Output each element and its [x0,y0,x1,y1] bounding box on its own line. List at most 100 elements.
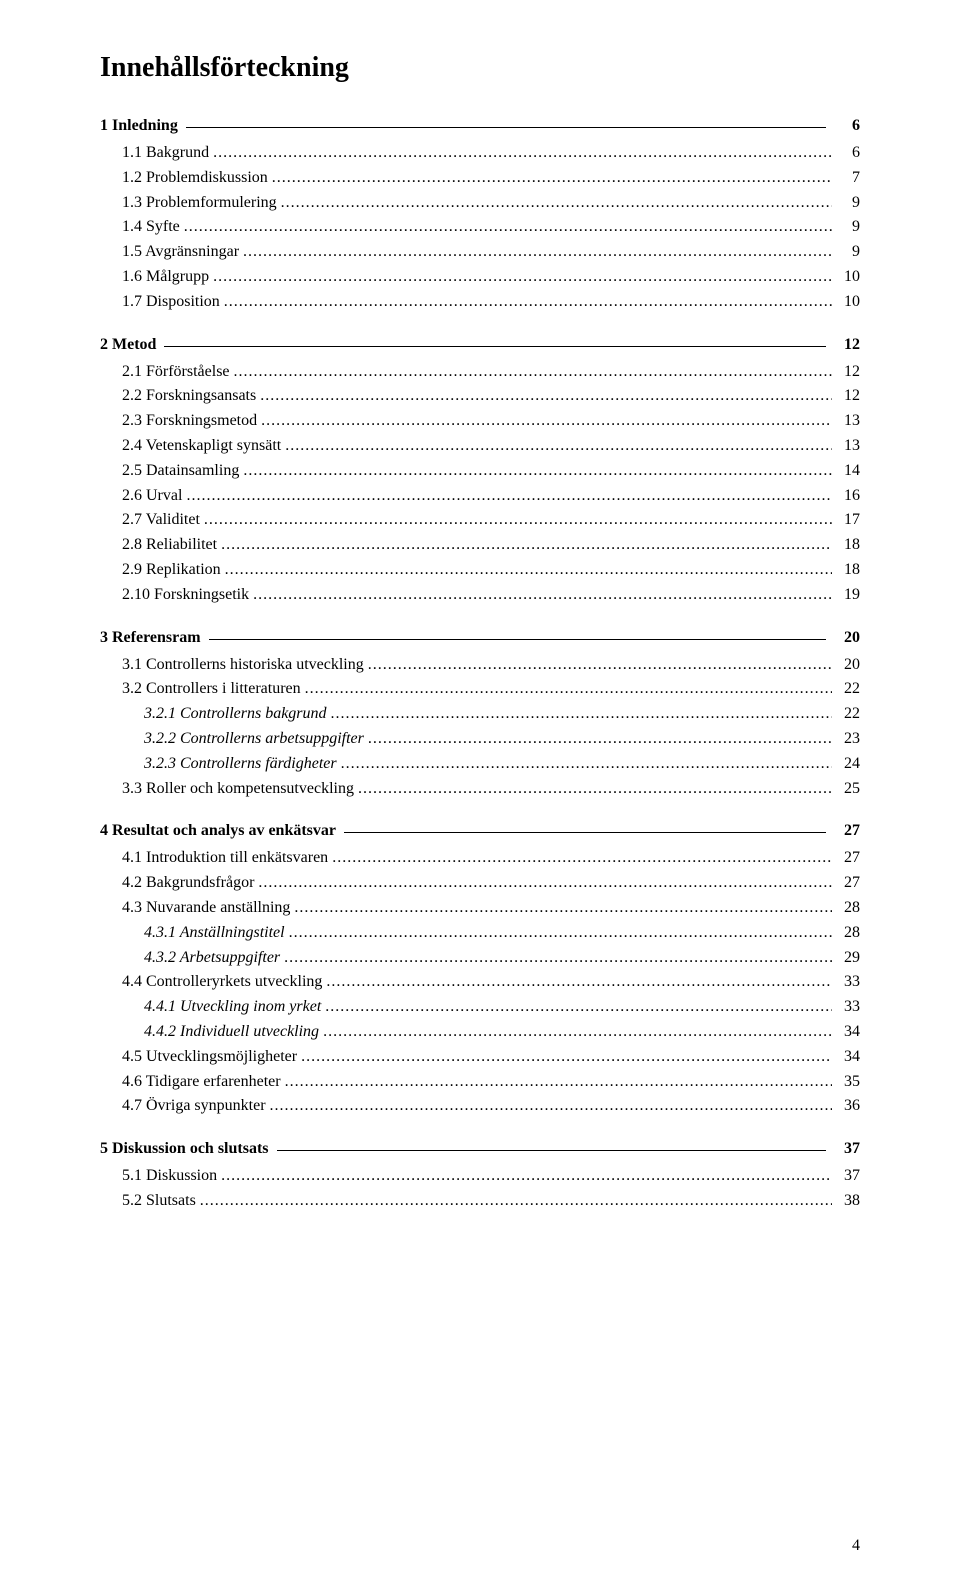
toc-entry-page: 19 [832,583,860,608]
toc-section-underline [277,1135,827,1151]
toc-section-label: 2 Metod [100,336,164,354]
toc-entry-page: 22 [832,677,860,702]
toc-entry-page: 16 [832,484,860,509]
toc-leader-dots [204,508,832,533]
toc-leader-dots [341,752,832,777]
toc-leader-dots [253,583,832,608]
toc-leader-dots [358,777,832,802]
toc-row: 1.5 Avgränsningar9 [100,240,860,265]
toc-section-page: 37 [832,1140,860,1158]
toc-leader-dots [243,240,832,265]
toc-section-underline [209,624,826,640]
toc-row: 2.10 Forskningsetik19 [100,583,860,608]
toc-row: 3.2 Controllers i litteraturen 22 [100,677,860,702]
toc-leader-dots [272,166,832,191]
toc-row: 4.3.2 Arbetsuppgifter29 [100,946,860,971]
toc-section-page: 6 [832,117,860,135]
toc-entry-page: 28 [832,921,860,946]
toc-row: 2.5 Datainsamling14 [100,459,860,484]
toc-entry-page: 7 [832,166,860,191]
toc-entry-label: 2.9 Replikation [122,558,225,583]
toc-entry-label: 2.7 Validitet [122,508,204,533]
toc-row: 1.3 Problemformulering 9 [100,191,860,216]
toc-section-label: 4 Resultat och analys av enkätsvar [100,822,344,840]
toc-row: 4.2 Bakgrundsfrågor27 [100,871,860,896]
toc-row: 1.6 Målgrupp10 [100,265,860,290]
toc-section-page: 20 [832,629,860,647]
toc-leader-dots [332,846,832,871]
toc-section-header: 2 Metod 12 [100,333,860,354]
toc-entry-label: 2.2 Forskningsansats [122,384,260,409]
toc-entry-label: 4.3.1 Anställningstitel [144,921,289,946]
toc-entry-label: 2.3 Forskningsmetod [122,409,261,434]
toc-entry-label: 4.3 Nuvarande anställning [122,896,294,921]
toc-entry-label: 4.4.2 Individuell utveckling [144,1020,323,1045]
toc-entry-label: 4.5 Utvecklingsmöjligheter [122,1045,301,1070]
toc-row: 3.1 Controllerns historiska utveckling20 [100,653,860,678]
toc-row: 4.7 Övriga synpunkter36 [100,1094,860,1119]
toc-entry-page: 35 [832,1070,860,1095]
toc-row: 3.2.3 Controllerns färdigheter24 [100,752,860,777]
toc-entry-label: 4.4 Controlleryrkets utveckling [122,970,326,995]
toc-leader-dots [331,702,832,727]
toc-entry-page: 24 [832,752,860,777]
toc-entry-label: 3.2 Controllers i litteraturen [122,677,305,702]
toc-entry-label: 3.2.1 Controllerns bakgrund [144,702,331,727]
toc-leader-dots [221,1164,832,1189]
toc-entry-label: 2.4 Vetenskapligt synsätt [122,434,285,459]
toc-leader-dots [305,677,832,702]
toc-leader-dots [284,946,832,971]
toc-entry-page: 10 [832,290,860,315]
toc-leader-dots [368,653,832,678]
toc-row: 4.3 Nuvarande anställning28 [100,896,860,921]
toc-leader-dots [281,191,832,216]
document-page: Innehållsförteckning 1 Inledning6 1.1 Bak… [0,0,960,1593]
toc-row: 3.3 Roller och kompetensutveckling 25 [100,777,860,802]
toc-entry-label: 3.3 Roller och kompetensutveckling [122,777,358,802]
toc-entry-page: 33 [832,970,860,995]
toc-entry-page: 27 [832,846,860,871]
toc-leader-dots [224,290,832,315]
toc-section-underline [344,817,826,833]
toc-leader-dots [261,409,832,434]
toc-section-page: 12 [832,336,860,354]
toc-entry-page: 25 [832,777,860,802]
toc-row: 4.4 Controlleryrkets utveckling 33 [100,970,860,995]
toc-title: Innehållsförteckning [100,52,860,84]
toc-row: 3.2.2 Controllerns arbetsuppgifter23 [100,727,860,752]
toc-leader-dots [221,533,832,558]
toc-entry-label: 4.1 Introduktion till enkätsvaren [122,846,332,871]
toc-leader-dots [368,727,832,752]
toc-row: 5.1 Diskussion37 [100,1164,860,1189]
toc-entry-page: 18 [832,558,860,583]
toc-entry-label: 2.6 Urval [122,484,186,509]
toc-row: 4.5 Utvecklingsmöjligheter 34 [100,1045,860,1070]
toc-entry-page: 29 [832,946,860,971]
toc-entry-page: 9 [832,191,860,216]
toc-leader-dots [200,1189,832,1214]
toc-entry-page: 18 [832,533,860,558]
toc-entry-label: 1.1 Bakgrund [122,141,213,166]
toc-section-header: 4 Resultat och analys av enkätsvar27 [100,819,860,840]
toc-row: 4.3.1 Anställningstitel 28 [100,921,860,946]
toc-leader-dots [258,871,832,896]
toc-entry-page: 33 [832,995,860,1020]
toc-row: 2.1 Förförståelse12 [100,360,860,385]
toc-section-header: 1 Inledning6 [100,114,860,135]
toc-row: 4.6 Tidigare erfarenheter35 [100,1070,860,1095]
toc-leader-dots [234,360,832,385]
toc-entry-page: 12 [832,360,860,385]
toc-row: 2.7 Validitet 17 [100,508,860,533]
toc-entry-label: 5.1 Diskussion [122,1164,221,1189]
toc-entry-page: 17 [832,508,860,533]
toc-entry-page: 14 [832,459,860,484]
toc-entry-page: 6 [832,141,860,166]
toc-row: 2.2 Forskningsansats12 [100,384,860,409]
toc-row: 2.4 Vetenskapligt synsätt13 [100,434,860,459]
toc-entry-label: 1.7 Disposition [122,290,224,315]
toc-leader-dots [213,141,832,166]
toc-entry-label: 1.3 Problemformulering [122,191,281,216]
toc-leader-dots [301,1045,832,1070]
toc-entry-page: 34 [832,1045,860,1070]
toc-row: 4.4.1 Utveckling inom yrket33 [100,995,860,1020]
